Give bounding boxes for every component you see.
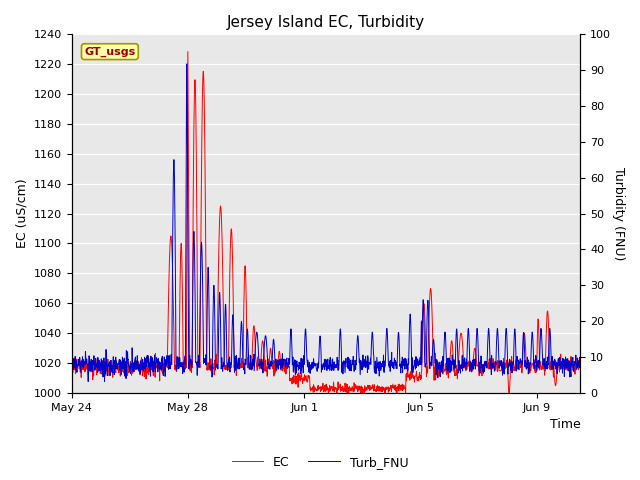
EC <box>576 365 584 371</box>
EC <box>409 374 417 380</box>
Turb_FNU <box>409 370 417 375</box>
Text: GT_usgs: GT_usgs <box>84 47 136 57</box>
EC <box>260 353 268 359</box>
Turb_FNU <box>213 362 221 368</box>
EC <box>345 392 353 397</box>
EC <box>300 378 308 384</box>
Turb_FNU <box>183 61 191 67</box>
Turb_FNU <box>252 343 259 348</box>
Turb_FNU <box>68 358 76 364</box>
Line: Turb_FNU: Turb_FNU <box>72 64 580 382</box>
Turb_FNU <box>100 379 108 384</box>
Turb_FNU <box>260 340 268 346</box>
Turb_FNU <box>112 354 120 360</box>
Turb_FNU <box>576 361 584 367</box>
EC <box>213 365 221 371</box>
EC <box>68 363 76 369</box>
Y-axis label: EC (uS/cm): EC (uS/cm) <box>15 179 28 248</box>
Y-axis label: Turbidity (FNU): Turbidity (FNU) <box>612 167 625 260</box>
EC <box>184 48 191 54</box>
Title: Jersey Island EC, Turbidity: Jersey Island EC, Turbidity <box>227 15 425 30</box>
X-axis label: Time: Time <box>550 419 580 432</box>
Line: EC: EC <box>72 51 580 395</box>
Turb_FNU <box>301 349 308 355</box>
EC <box>111 363 119 369</box>
Legend: EC, Turb_FNU: EC, Turb_FNU <box>227 451 413 474</box>
EC <box>252 339 259 345</box>
